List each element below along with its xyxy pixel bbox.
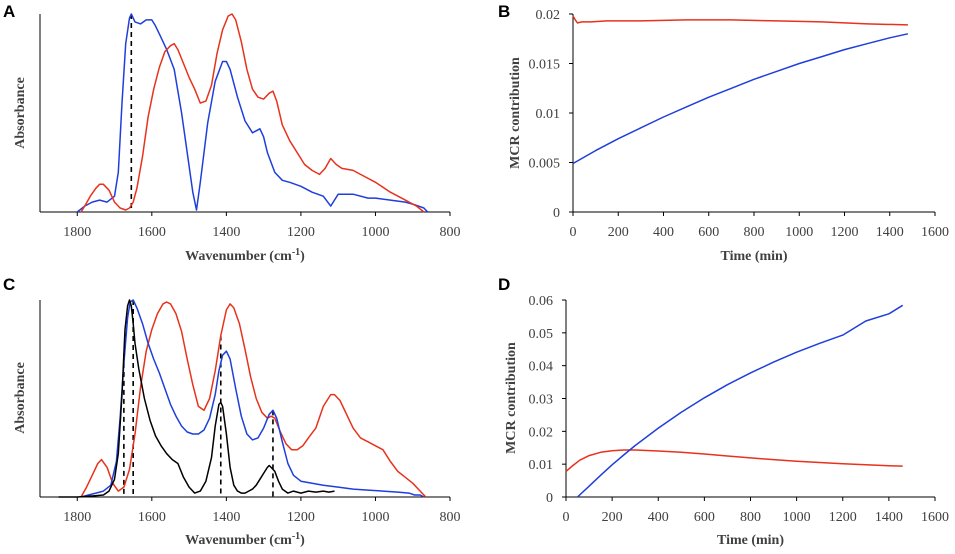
series-line-red-spectrum xyxy=(80,301,427,498)
x-axis-title: Wavenumber (cm-1) xyxy=(185,247,305,264)
x-axis-title-superscript: -1 xyxy=(292,247,300,258)
x-axis-title-text: Time (min) xyxy=(717,533,784,548)
y-axis-title: MCR contribution xyxy=(504,342,519,454)
x-tick-label: 1600 xyxy=(138,225,166,240)
x-tick-label: 1000 xyxy=(783,510,811,525)
y-axis-title: Absorbance xyxy=(13,362,28,434)
series-line-blue-component xyxy=(576,304,904,498)
x-axis-title: Time (min) xyxy=(720,249,787,264)
x-tick-label: 800 xyxy=(440,510,461,525)
x-tick-label: 200 xyxy=(608,225,629,240)
x-tick-label: 1200 xyxy=(831,225,859,240)
panel-letter: C xyxy=(3,275,15,294)
panel-letter: D xyxy=(498,275,510,294)
x-axis-title: Time (min) xyxy=(717,533,784,548)
x-tick-label: 800 xyxy=(440,225,461,240)
x-tick-label: 1400 xyxy=(212,510,240,525)
x-axis-title-text: Wavenumber (cm xyxy=(185,249,292,264)
y-axis-title: Absorbance xyxy=(13,77,28,149)
y-tick-label: 0.05 xyxy=(529,327,554,342)
x-tick-label: 800 xyxy=(740,510,761,525)
y-tick-label: 0 xyxy=(553,206,560,221)
x-axis-title: Wavenumber (cm-1) xyxy=(185,531,305,548)
y-tick-label: 0.06 xyxy=(529,294,554,309)
series-line-blue-component xyxy=(572,33,909,165)
x-tick-label: 0 xyxy=(570,225,577,240)
x-tick-label: 1000 xyxy=(361,510,389,525)
panel-a: A 1800 1600 1400 1200 1000 800 Wavenumber (cm-1… xyxy=(3,2,461,264)
x-axis-title-superscript: -1 xyxy=(292,531,300,542)
series-line-blue-spectrum xyxy=(76,13,429,213)
y-tick-label: 0.01 xyxy=(529,458,554,473)
y-tick-label: 0.02 xyxy=(529,425,554,440)
x-tick-label: 1800 xyxy=(63,510,91,525)
x-axis-title-text: Wavenumber (cm xyxy=(185,533,292,548)
series-line-blue-spectrum xyxy=(80,299,425,498)
x-tick-label: 600 xyxy=(694,510,715,525)
x-tick-label: 1800 xyxy=(63,225,91,240)
x-tick-label: 600 xyxy=(698,225,719,240)
x-tick-label: 1400 xyxy=(876,225,904,240)
series-line-red-spectrum xyxy=(80,13,425,213)
y-tick-label: 0.04 xyxy=(529,360,554,375)
y-tick-label: 0.005 xyxy=(529,157,561,172)
panel-b: B 0 200 400 600 800 1000 1200 1400 1600 0 0.005 0.01… xyxy=(498,2,949,264)
panel-letter: B xyxy=(498,2,510,21)
y-tick-label: 0.03 xyxy=(529,393,554,408)
x-tick-label: 800 xyxy=(744,225,765,240)
x-tick-label: 400 xyxy=(653,225,674,240)
y-tick-label: 0.01 xyxy=(536,107,561,122)
x-tick-label: 1600 xyxy=(138,510,166,525)
x-tick-label: 1600 xyxy=(921,510,949,525)
panel-c: C 1800 1600 1400 1200 1000 800 Wavenumber (cm-1… xyxy=(3,275,461,548)
x-tick-label: 1400 xyxy=(212,225,240,240)
series-line-black-spectrum xyxy=(58,299,335,498)
x-axis-title-end: ) xyxy=(300,249,305,264)
x-tick-label: 0 xyxy=(563,510,570,525)
panel-letter: A xyxy=(3,2,15,21)
x-tick-label: 1000 xyxy=(785,225,813,240)
x-tick-label: 1600 xyxy=(921,225,949,240)
x-axis-title-end: ) xyxy=(300,533,305,548)
x-tick-label: 1200 xyxy=(829,510,857,525)
panel-d: D 0 200 400 600 800 1000 1200 1400 1600 0 0.01 0.02 0… xyxy=(498,275,949,548)
x-tick-label: 400 xyxy=(648,510,669,525)
y-tick-label: 0 xyxy=(546,491,553,506)
y-tick-label: 0.015 xyxy=(529,58,561,73)
x-tick-label: 1400 xyxy=(875,510,903,525)
x-tick-label: 1000 xyxy=(361,225,389,240)
series-line-red-component xyxy=(565,449,903,472)
x-tick-label: 1200 xyxy=(287,510,315,525)
y-tick-label: 0.02 xyxy=(536,8,561,23)
series-line-red-component xyxy=(572,15,908,26)
x-tick-label: 200 xyxy=(602,510,623,525)
x-tick-label: 1200 xyxy=(287,225,315,240)
y-axis-title: MCR contribution xyxy=(508,57,523,169)
x-axis-title-text: Time (min) xyxy=(720,249,787,264)
